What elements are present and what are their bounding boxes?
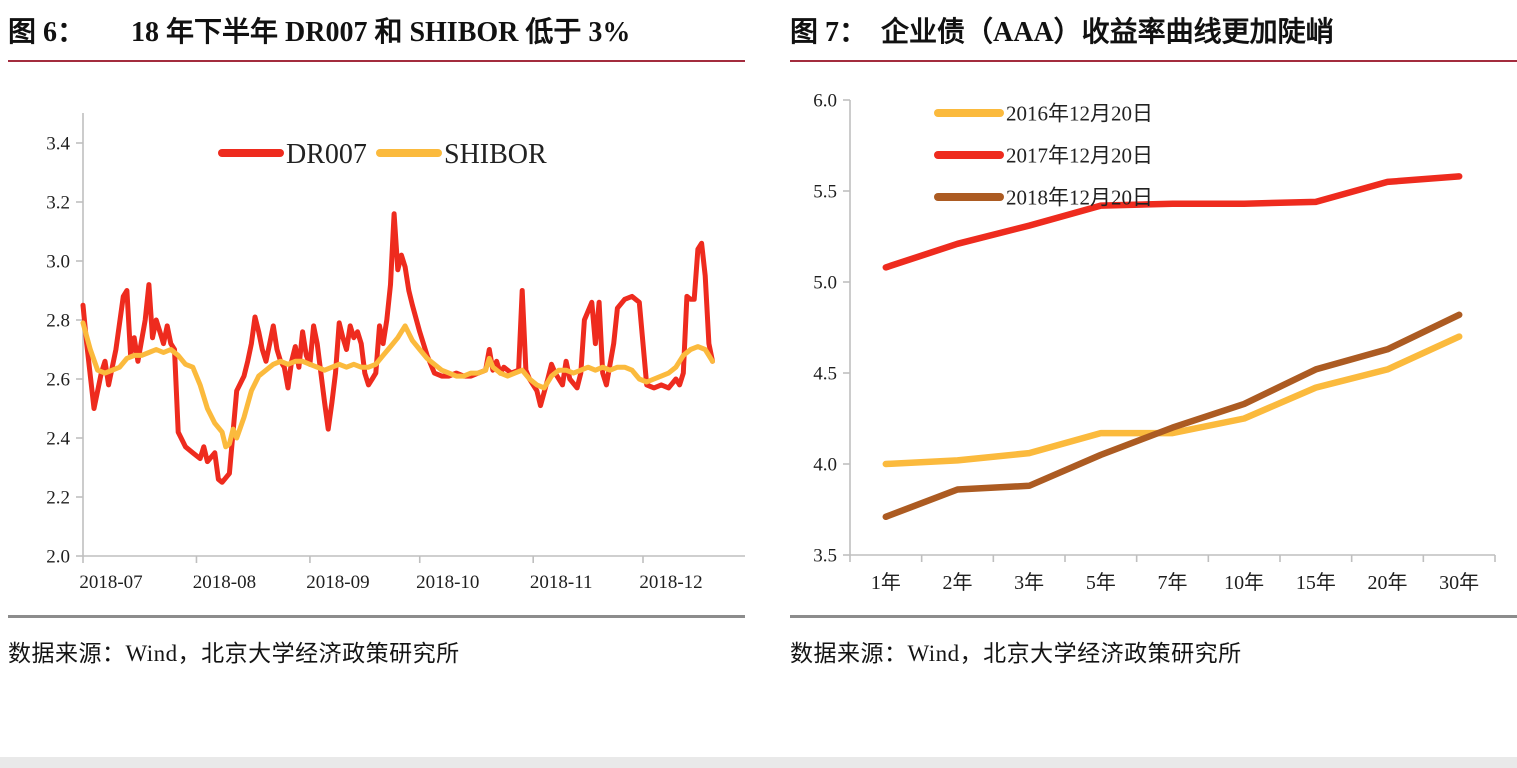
aaa-yield-curve-chart: 3.5 4.0 4.5 5.0 5.5 6.0 1年 2年 3年 5年 7年 10年 15年 20年 30年… [790,75,1517,615]
series-line-0 [80,211,715,485]
dr007-shibor-chart: 2.0 2.2 2.4 2.6 2.8 3.0 3.2 3.4 2018-07 2018-08 20… [8,75,748,615]
series-line-0 [882,333,1463,468]
x-tick-label: 2018-10 [416,572,479,593]
y-tick-label: 2.2 [46,488,70,509]
x-tick-label: 7年 [1158,571,1188,594]
x-tick-label: 15年 [1296,571,1336,594]
series-line-1 [80,320,715,450]
series-line-1 [882,173,1463,271]
figure-6-title: 18 年下半年 DR007 和 SHIBOR 低于 3% [131,17,631,48]
figure-6-title-underline [8,60,745,62]
y-tick-label: 2.0 [46,547,70,568]
y-tick-label: 4.0 [813,455,837,476]
figure-7-label: 图 7： [790,17,868,48]
x-tick-label: 3年 [1014,571,1044,594]
aaa-yield-curve-chart-svg: 3.5 4.0 4.5 5.0 5.5 6.0 1年 2年 3年 5年 7年 10年 15年 20年 30年… [813,91,1496,594]
x-tick-label: 2018-08 [193,572,256,593]
y-tick-label: 3.2 [46,193,70,214]
y-tick-label: 5.0 [813,273,837,294]
x-tick-label: 20年 [1368,571,1408,594]
figure-6-source-divider [8,615,745,618]
x-tick-label: 2年 [943,571,973,594]
figure-6-title-row: 图 6： 18 年下半年 DR007 和 SHIBOR 低于 3% [8,10,745,54]
figure-7-title: 企业债（AAA）收益率曲线更加陡峭 [881,17,1334,48]
x-tick-label: 1年 [871,571,901,594]
x-tick-label: 2018-09 [306,572,369,593]
x-tick-label: 30年 [1439,571,1479,594]
figure-6-label: 图 6： [8,17,86,48]
series-line-2 [882,311,1463,521]
y-tick-label: 2.4 [46,429,70,450]
y-tick-label: 2.6 [46,370,70,391]
figure-6: 图 6： 18 年下半年 DR007 和 SHIBOR 低于 3% 2.0 2.2… [8,10,748,668]
y-tick-label: 3.5 [813,546,837,567]
y-tick-label: 2.8 [46,311,70,332]
x-tick-label: 2018-12 [639,572,702,593]
x-tick-label: 5年 [1086,571,1116,594]
y-tick-label: 4.5 [813,364,837,385]
x-tick-label: 2018-07 [79,572,142,593]
legend-label-0: DR007 [286,139,367,170]
legend-label-1: 2017年12月20日 [1006,143,1153,167]
figure-7-source: 数据来源：Wind，北京大学经济政策研究所 [790,641,1242,666]
figure-7-title-row: 图 7： 企业债（AAA）收益率曲线更加陡峭 [790,10,1517,54]
y-tick-label: 5.5 [813,182,837,203]
dr007-shibor-chart-svg: 2.0 2.2 2.4 2.6 2.8 3.0 3.2 3.4 2018-07 2018-08 20… [46,113,748,593]
page-bottom-bar [0,757,1517,768]
y-tick-label: 3.4 [46,134,70,155]
figure-6-source: 数据来源：Wind，北京大学经济政策研究所 [8,641,460,666]
x-tick-label: 2018-11 [530,572,593,593]
legend-label-1: SHIBOR [444,139,547,170]
figure-7-title-underline [790,60,1517,62]
y-tick-label: 3.0 [46,252,70,273]
x-tick-label: 10年 [1224,571,1264,594]
figure-7-source-divider [790,615,1517,618]
legend-label-2: 2018年12月20日 [1006,185,1153,209]
figure-7: 图 7： 企业债（AAA）收益率曲线更加陡峭 3.5 4.0 4.5 5.0 5.5 6.… [790,10,1517,668]
figure-row: 图 6： 18 年下半年 DR007 和 SHIBOR 低于 3% 2.0 2.2… [8,10,1517,668]
legend-label-0: 2016年12月20日 [1006,101,1153,125]
y-tick-label: 6.0 [813,91,837,112]
